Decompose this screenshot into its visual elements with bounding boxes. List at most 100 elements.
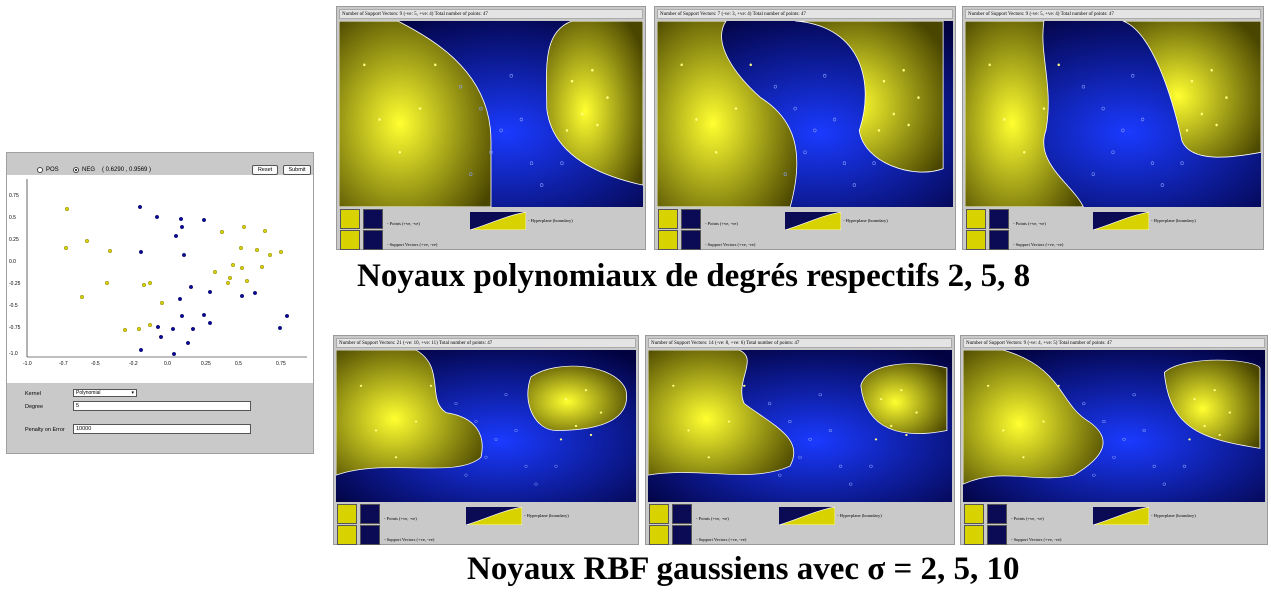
legend-pos-sv-swatch — [966, 230, 986, 250]
pos-point — [238, 245, 243, 250]
pos-point — [79, 294, 84, 299]
legend-hyperplane-label: - Hyperplane (boundary) — [1151, 513, 1196, 518]
decision-map — [657, 21, 953, 207]
total-points: Total number of points: 47 — [744, 341, 800, 346]
neg-radio[interactable]: NEG ( 0.6290 , 0.9569 ) — [73, 167, 151, 173]
neg-point — [832, 117, 837, 122]
pos-point — [398, 150, 402, 154]
support-vector-count: Number of Support Vectors: 9 — [966, 341, 1027, 346]
penalty-field[interactable]: 10000 — [73, 424, 251, 434]
neg-point — [154, 215, 159, 220]
neg-point — [188, 284, 193, 289]
pos-radio[interactable]: POS — [37, 167, 59, 173]
svm-result-panel: Number of Support Vectors: 9 (-ve: 4, +v… — [960, 335, 1268, 545]
legend-support-vectors-label: - Support Vectors (+ve, -ve) — [1011, 537, 1062, 542]
neg-point — [504, 393, 508, 397]
total-points: Total number of points: 47 — [1059, 12, 1114, 17]
pos-point — [584, 389, 588, 392]
pos-point — [570, 79, 574, 83]
neg-point — [560, 161, 564, 166]
svm-applet: POS NEG ( 0.6290 , 0.9569 ) Reset Submit… — [6, 152, 314, 454]
positive-region — [963, 350, 1104, 485]
kernel-select[interactable]: Polynomial ▾ — [73, 389, 137, 397]
legend-support-vectors-label: - Support Vectors (+ve, -ve) — [705, 242, 756, 247]
pos-point — [84, 238, 89, 243]
positive-region — [336, 350, 483, 476]
reset-button[interactable]: Reset — [252, 165, 278, 175]
pos-point — [378, 118, 381, 121]
pos-point — [743, 384, 746, 387]
legend-hyperplane-label: - Hyperplane (boundary) — [843, 218, 888, 223]
pos-point — [580, 112, 584, 116]
pos-point — [1203, 424, 1206, 428]
neg-point — [464, 473, 468, 477]
total-points: Total number of points: 47 — [433, 12, 488, 17]
pos-point — [986, 384, 990, 387]
neg-point — [158, 334, 163, 339]
pos-radio-label: POS — [46, 167, 59, 173]
pos-point — [1228, 411, 1231, 414]
pos-radio-button[interactable] — [37, 167, 43, 173]
neg-point — [499, 128, 503, 133]
degree-field[interactable]: 5 — [73, 401, 251, 411]
hyperplane-legend-swatch — [1093, 212, 1149, 230]
decision-map — [965, 21, 1261, 207]
pos-point — [394, 456, 398, 459]
pos-point — [107, 248, 112, 253]
pos-point — [241, 225, 246, 230]
legend-points-label: - Points (+ve, -ve) — [705, 221, 738, 226]
support-vector-info: Number of Support Vectors: 9 (-ve: 5, +v… — [965, 9, 1261, 19]
x-tick-label: 0.25 — [201, 361, 211, 367]
decision-map — [339, 21, 643, 207]
pos-point — [159, 300, 164, 305]
neg-radio-button[interactable] — [73, 167, 79, 173]
neg-point — [848, 482, 853, 486]
neg-point — [529, 161, 534, 166]
x-tick-label: 0.75 — [276, 361, 286, 367]
positive-region — [795, 21, 944, 173]
legend-neg-point-swatch — [989, 209, 1009, 229]
neg-point — [190, 326, 195, 331]
pos-point — [591, 68, 594, 72]
neg-point — [469, 172, 473, 176]
pos-point — [1057, 384, 1060, 387]
submit-button[interactable]: Submit — [283, 165, 311, 175]
legend-points-label: - Points (+ve, -ve) — [387, 221, 420, 226]
pos-point — [596, 123, 599, 127]
neg-point — [278, 325, 283, 330]
pos-point — [418, 107, 422, 110]
legend-points-label: - Points (+ve, -ve) — [1013, 221, 1046, 226]
pos-point — [687, 429, 690, 432]
pos-point — [1213, 389, 1216, 392]
pos-point — [565, 129, 569, 132]
neg-point — [138, 347, 143, 352]
y-tick-label: -0.75 — [9, 325, 21, 331]
neg-point — [201, 218, 206, 223]
pos-point — [429, 384, 433, 387]
positive-region — [657, 21, 798, 207]
neg-point — [793, 106, 797, 111]
y-tick-label: -0.25 — [9, 281, 21, 287]
support-vector-count: Number of Support Vectors: 7 — [660, 12, 721, 17]
neg-point — [798, 455, 802, 459]
scatter-plot[interactable]: 0.75 0.5 0.25 0.0 -0.25 -0.5 -0.75 -1.0 -1.0 -0.7… — [7, 175, 313, 383]
pos-point — [230, 262, 235, 267]
degree-label: Degree — [25, 404, 44, 410]
kernel-label: Kernel — [25, 391, 41, 397]
plot-area[interactable]: 0.75 0.5 0.25 0.0 -0.25 -0.5 -0.75 -1.0 -1.0 -0.7… — [7, 175, 313, 383]
hyperplane-legend-swatch — [466, 507, 522, 525]
total-points: Total number of points: 47 — [437, 341, 493, 346]
pos-point — [1057, 63, 1060, 67]
support-vector-count: Number of Support Vectors: 14 — [651, 341, 714, 346]
support-vector-breakdown: (-ve: 8, +ve: 6) — [713, 341, 745, 346]
pos-point — [212, 269, 217, 274]
pos-point — [874, 438, 878, 441]
hyperplane-legend-swatch — [470, 212, 526, 230]
legend-hyperplane-label: - Hyperplane (boundary) — [528, 218, 573, 223]
neg-point — [1180, 161, 1184, 166]
hyperplane-legend-swatch — [785, 212, 841, 230]
hyperplane-legend-swatch — [779, 507, 835, 525]
support-vector-info: Number of Support Vectors: 7 (-ve: 3, +v… — [657, 9, 953, 19]
legend-neg-sv-swatch — [987, 525, 1007, 545]
decision-map — [648, 350, 952, 502]
